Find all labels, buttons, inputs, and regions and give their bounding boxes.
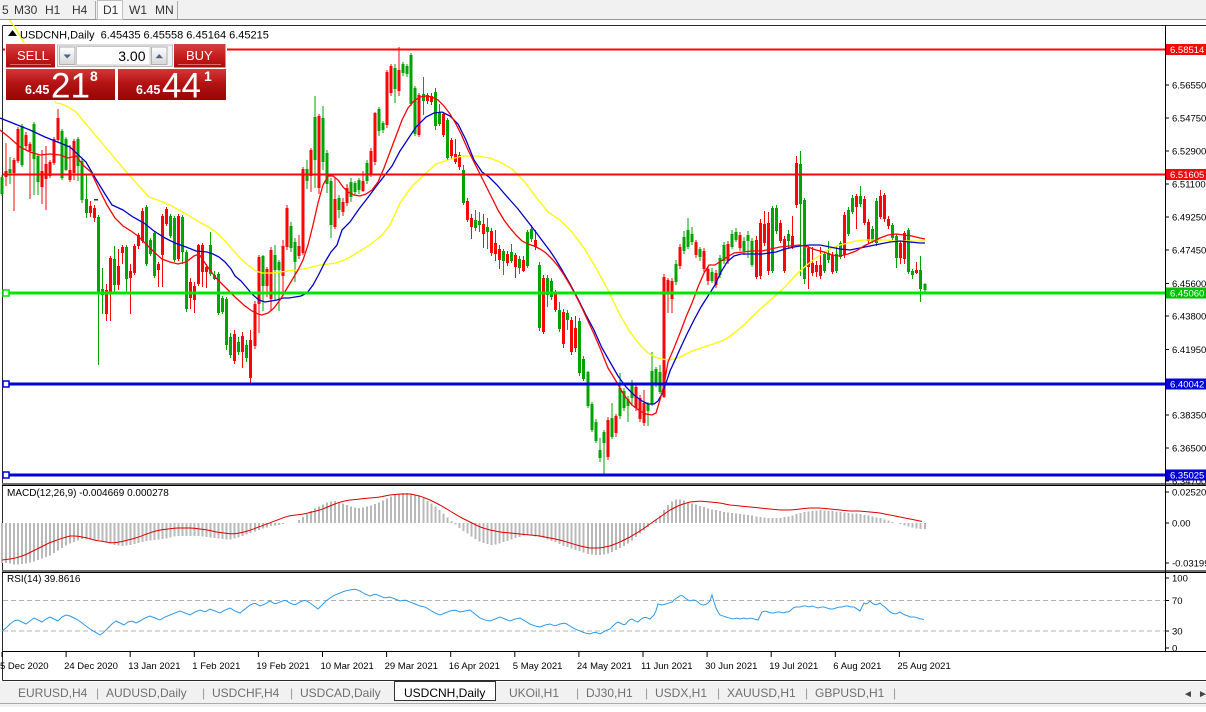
svg-text:6.45: 6.45 [25,83,49,97]
svg-text:6.51100: 6.51100 [1172,180,1206,191]
svg-text:0.025209: 0.025209 [1172,488,1206,499]
svg-text:30: 30 [1172,627,1183,638]
svg-text:3.00: 3.00 [118,48,145,64]
svg-text:1: 1 [204,68,212,84]
svg-text:SELL: SELL [17,48,49,63]
svg-text:13 Jan 2021: 13 Jan 2021 [128,661,180,672]
svg-text:BUY: BUY [186,48,213,63]
svg-text:RSI(14) 39.8616: RSI(14) 39.8616 [7,574,81,585]
svg-text:19 Jul 2021: 19 Jul 2021 [769,661,818,672]
svg-text:6.45060: 6.45060 [1170,289,1204,300]
svg-text:6.43800: 6.43800 [1172,312,1206,323]
svg-text:24 Dec 2020: 24 Dec 2020 [64,661,118,672]
svg-text:6.47450: 6.47450 [1172,246,1206,257]
svg-text:19 Feb 2021: 19 Feb 2021 [256,661,309,672]
svg-text:0: 0 [1172,644,1177,655]
svg-text:1 Feb 2021: 1 Feb 2021 [192,661,240,672]
svg-text:6.34700: 6.34700 [1172,477,1206,488]
svg-text:6 Aug 2021: 6 Aug 2021 [833,661,881,672]
svg-text:29 Mar 2021: 29 Mar 2021 [385,661,438,672]
svg-text:6.52900: 6.52900 [1172,147,1206,158]
svg-text:6.41950: 6.41950 [1172,345,1206,356]
svg-text:6.54750: 6.54750 [1172,114,1206,125]
svg-text:5 Dec 2020: 5 Dec 2020 [0,661,49,672]
svg-text:44: 44 [162,67,201,106]
svg-text:6.56550: 6.56550 [1172,81,1206,92]
svg-text:10 Mar 2021: 10 Mar 2021 [321,661,374,672]
svg-text:0.00: 0.00 [1172,519,1191,530]
svg-text:MACD(12,26,9) -0.004669 0.0002: MACD(12,26,9) -0.004669 0.000278 [7,488,169,499]
svg-text:USDCNH,Daily 6.45435 6.45558: USDCNH,Daily 6.45435 6.45558 6.45164 6.4… [20,30,269,42]
svg-text:24 May 2021: 24 May 2021 [577,661,632,672]
svg-text:6.45600: 6.45600 [1172,279,1206,290]
svg-text:6.49250: 6.49250 [1172,213,1206,224]
svg-text:30 Jun 2021: 30 Jun 2021 [705,661,757,672]
svg-text:6.40042: 6.40042 [1170,380,1204,391]
svg-text:6.45: 6.45 [136,83,160,97]
svg-text:11 Jun 2021: 11 Jun 2021 [641,661,693,672]
svg-text:70: 70 [1172,596,1183,607]
svg-text:6.51605: 6.51605 [1170,170,1204,181]
svg-text:6.35025: 6.35025 [1170,471,1204,482]
svg-text:8: 8 [90,68,98,84]
svg-text:6.36500: 6.36500 [1172,444,1206,455]
svg-text:6.58514: 6.58514 [1170,45,1204,56]
svg-text:25 Aug 2021: 25 Aug 2021 [897,661,950,672]
svg-text:100: 100 [1172,574,1188,585]
svg-text:16 Apr 2021: 16 Apr 2021 [449,661,500,672]
svg-text:6.38350: 6.38350 [1172,411,1206,422]
svg-text:21: 21 [51,67,90,106]
svg-text:-0.03199: -0.03199 [1172,559,1206,570]
svg-text:5 May 2021: 5 May 2021 [513,661,563,672]
